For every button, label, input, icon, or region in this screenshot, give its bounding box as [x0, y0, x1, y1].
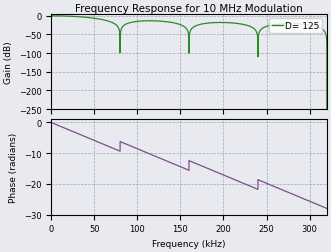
- Y-axis label: Phase (radians): Phase (radians): [9, 132, 18, 202]
- Y-axis label: Gain (dB): Gain (dB): [4, 41, 13, 83]
- X-axis label: Frequency (kHz): Frequency (kHz): [152, 239, 226, 248]
- Title: Frequency Response for 10 MHz Modulation: Frequency Response for 10 MHz Modulation: [75, 4, 303, 14]
- Legend: D= 125: D= 125: [269, 19, 322, 34]
